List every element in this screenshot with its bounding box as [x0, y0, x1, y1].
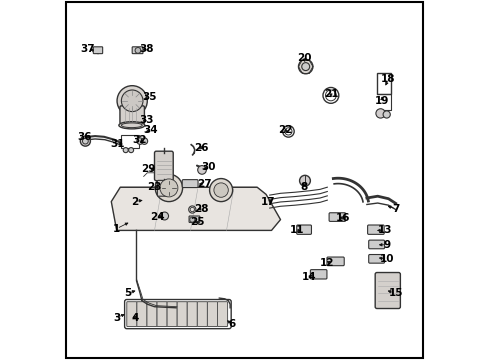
Text: 3: 3 [113, 312, 120, 323]
FancyBboxPatch shape [126, 302, 137, 327]
Text: 28: 28 [194, 204, 208, 214]
Ellipse shape [121, 123, 142, 128]
Circle shape [141, 138, 147, 144]
FancyBboxPatch shape [137, 302, 146, 327]
Circle shape [189, 217, 194, 222]
Circle shape [128, 148, 133, 153]
FancyBboxPatch shape [132, 47, 142, 54]
FancyBboxPatch shape [187, 302, 197, 327]
Text: 30: 30 [201, 162, 215, 172]
Text: 6: 6 [228, 319, 235, 329]
Text: 17: 17 [260, 197, 275, 207]
FancyBboxPatch shape [146, 302, 157, 327]
Circle shape [155, 174, 182, 202]
Text: 8: 8 [300, 182, 307, 192]
Ellipse shape [119, 122, 144, 129]
FancyBboxPatch shape [296, 225, 311, 234]
FancyBboxPatch shape [367, 225, 384, 234]
FancyBboxPatch shape [154, 151, 173, 181]
Text: 1: 1 [113, 224, 120, 234]
Circle shape [160, 179, 178, 197]
Text: 18: 18 [381, 74, 395, 84]
Text: 5: 5 [123, 288, 131, 298]
FancyBboxPatch shape [189, 216, 200, 222]
Circle shape [121, 90, 142, 112]
Text: 16: 16 [336, 213, 350, 223]
Text: 2: 2 [131, 197, 138, 207]
FancyBboxPatch shape [120, 106, 144, 124]
FancyBboxPatch shape [207, 302, 217, 327]
Circle shape [123, 148, 128, 153]
Text: 37: 37 [81, 44, 95, 54]
FancyBboxPatch shape [177, 302, 187, 327]
Polygon shape [111, 187, 280, 230]
FancyBboxPatch shape [374, 273, 400, 309]
Text: 7: 7 [391, 204, 399, 214]
Text: 9: 9 [383, 240, 389, 250]
FancyBboxPatch shape [310, 270, 326, 279]
Text: 32: 32 [132, 135, 146, 145]
Circle shape [375, 109, 385, 118]
Text: 14: 14 [302, 272, 316, 282]
Circle shape [209, 179, 232, 202]
FancyBboxPatch shape [167, 302, 177, 327]
FancyBboxPatch shape [157, 180, 168, 196]
FancyBboxPatch shape [182, 180, 198, 188]
Text: 10: 10 [379, 254, 393, 264]
Text: 27: 27 [197, 179, 212, 189]
Text: 24: 24 [150, 212, 164, 222]
Circle shape [117, 86, 147, 116]
Circle shape [137, 138, 143, 144]
Text: 35: 35 [142, 92, 156, 102]
Circle shape [213, 183, 228, 197]
Circle shape [301, 63, 309, 71]
Text: 31: 31 [110, 139, 125, 149]
Circle shape [197, 166, 206, 174]
FancyBboxPatch shape [326, 257, 344, 266]
Text: 38: 38 [139, 44, 154, 54]
Bar [376, 73, 390, 94]
FancyBboxPatch shape [217, 302, 227, 327]
FancyBboxPatch shape [368, 255, 384, 263]
Circle shape [299, 175, 310, 186]
Text: 11: 11 [289, 225, 304, 235]
Circle shape [135, 48, 141, 53]
Text: 4: 4 [131, 312, 138, 323]
Circle shape [160, 212, 168, 220]
Circle shape [82, 138, 88, 144]
FancyBboxPatch shape [328, 213, 345, 221]
Text: 36: 36 [77, 132, 91, 142]
FancyBboxPatch shape [157, 302, 167, 327]
FancyBboxPatch shape [93, 47, 102, 54]
Text: 19: 19 [374, 96, 388, 106]
Text: 29: 29 [141, 164, 156, 174]
Text: 20: 20 [296, 53, 310, 63]
Text: 33: 33 [139, 114, 154, 125]
Circle shape [382, 111, 389, 118]
Text: 23: 23 [147, 182, 162, 192]
Text: 22: 22 [278, 125, 292, 135]
Text: 13: 13 [377, 225, 391, 235]
Circle shape [298, 59, 312, 74]
FancyBboxPatch shape [197, 302, 207, 327]
Bar [121, 135, 139, 148]
Text: 26: 26 [194, 143, 208, 153]
Text: 12: 12 [319, 258, 334, 268]
Text: 15: 15 [387, 288, 402, 298]
Circle shape [80, 136, 90, 146]
Text: 34: 34 [142, 125, 157, 135]
Text: 21: 21 [323, 89, 338, 99]
Text: 25: 25 [190, 217, 204, 228]
FancyBboxPatch shape [368, 240, 384, 249]
